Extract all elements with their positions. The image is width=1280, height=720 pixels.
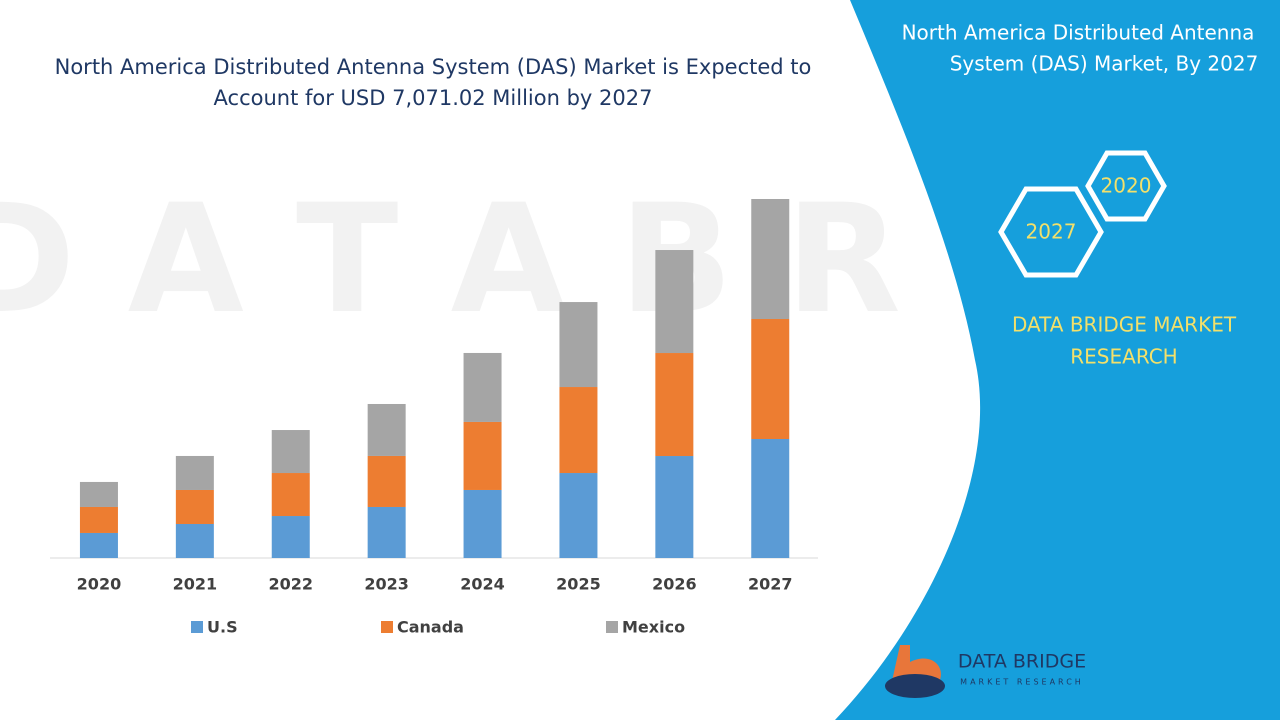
brand-line-2: RESEARCH bbox=[1070, 345, 1177, 369]
x-tick-label: 2024 bbox=[460, 575, 505, 594]
logo-mark bbox=[885, 674, 945, 698]
logo-tagline: MARKET RESEARCH bbox=[960, 678, 1084, 687]
legend-label: Mexico bbox=[622, 618, 685, 637]
legend-swatch bbox=[606, 621, 618, 633]
bar-segment bbox=[175, 489, 214, 524]
legend-label: U.S bbox=[207, 618, 238, 637]
x-tick-label: 2027 bbox=[748, 575, 793, 594]
x-tick-label: 2026 bbox=[652, 575, 697, 594]
hexagon-label: 2027 bbox=[1026, 220, 1077, 244]
bar-segment bbox=[751, 439, 790, 558]
bar-segment bbox=[463, 352, 502, 422]
bar-segment bbox=[271, 516, 310, 558]
legend-swatch bbox=[191, 621, 203, 633]
bar-segment bbox=[367, 455, 406, 507]
hexagon bbox=[998, 186, 1104, 278]
bar-segment bbox=[79, 532, 118, 558]
bar-segment bbox=[79, 506, 118, 533]
bar-segment bbox=[655, 353, 694, 457]
bar-segment bbox=[559, 473, 598, 558]
bar-segment bbox=[367, 403, 406, 456]
bar-segment bbox=[271, 473, 310, 517]
bar-segment bbox=[655, 250, 694, 354]
brand-line-1: DATA BRIDGE MARKET bbox=[1012, 313, 1237, 337]
bar-segment bbox=[559, 387, 598, 474]
bar-segment bbox=[559, 302, 598, 388]
chart-title: Account for USD 7,071.02 Million by 2027 bbox=[214, 86, 653, 110]
bar-segment bbox=[79, 481, 118, 507]
bar-segment bbox=[367, 506, 406, 558]
bar-segment bbox=[655, 456, 694, 558]
x-tick-label: 2023 bbox=[364, 575, 409, 594]
x-tick-label: 2020 bbox=[77, 575, 122, 594]
side-title-2: System (DAS) Market, By 2027 bbox=[950, 52, 1259, 76]
bar-segment bbox=[271, 430, 310, 474]
hexagon bbox=[1085, 150, 1167, 222]
bar-segment bbox=[463, 421, 502, 490]
side-panel bbox=[835, 0, 1280, 720]
chart-title: North America Distributed Antenna System… bbox=[55, 55, 812, 79]
bar-segment bbox=[751, 319, 790, 440]
legend-label: Canada bbox=[397, 618, 464, 637]
bar-segment bbox=[175, 523, 214, 558]
hexagon-label: 2020 bbox=[1101, 174, 1152, 198]
bar-segment bbox=[463, 489, 502, 558]
logo-name: DATA BRIDGE bbox=[958, 651, 1086, 673]
x-tick-label: 2021 bbox=[173, 575, 218, 594]
x-tick-label: 2025 bbox=[556, 575, 601, 594]
watermark: D A T A B R I bbox=[0, 173, 1009, 347]
side-title-1: North America Distributed Antenna bbox=[902, 21, 1255, 45]
legend-swatch bbox=[381, 621, 393, 633]
bar-segment bbox=[175, 455, 214, 490]
x-tick-label: 2022 bbox=[268, 575, 313, 594]
bar-segment bbox=[751, 199, 790, 320]
